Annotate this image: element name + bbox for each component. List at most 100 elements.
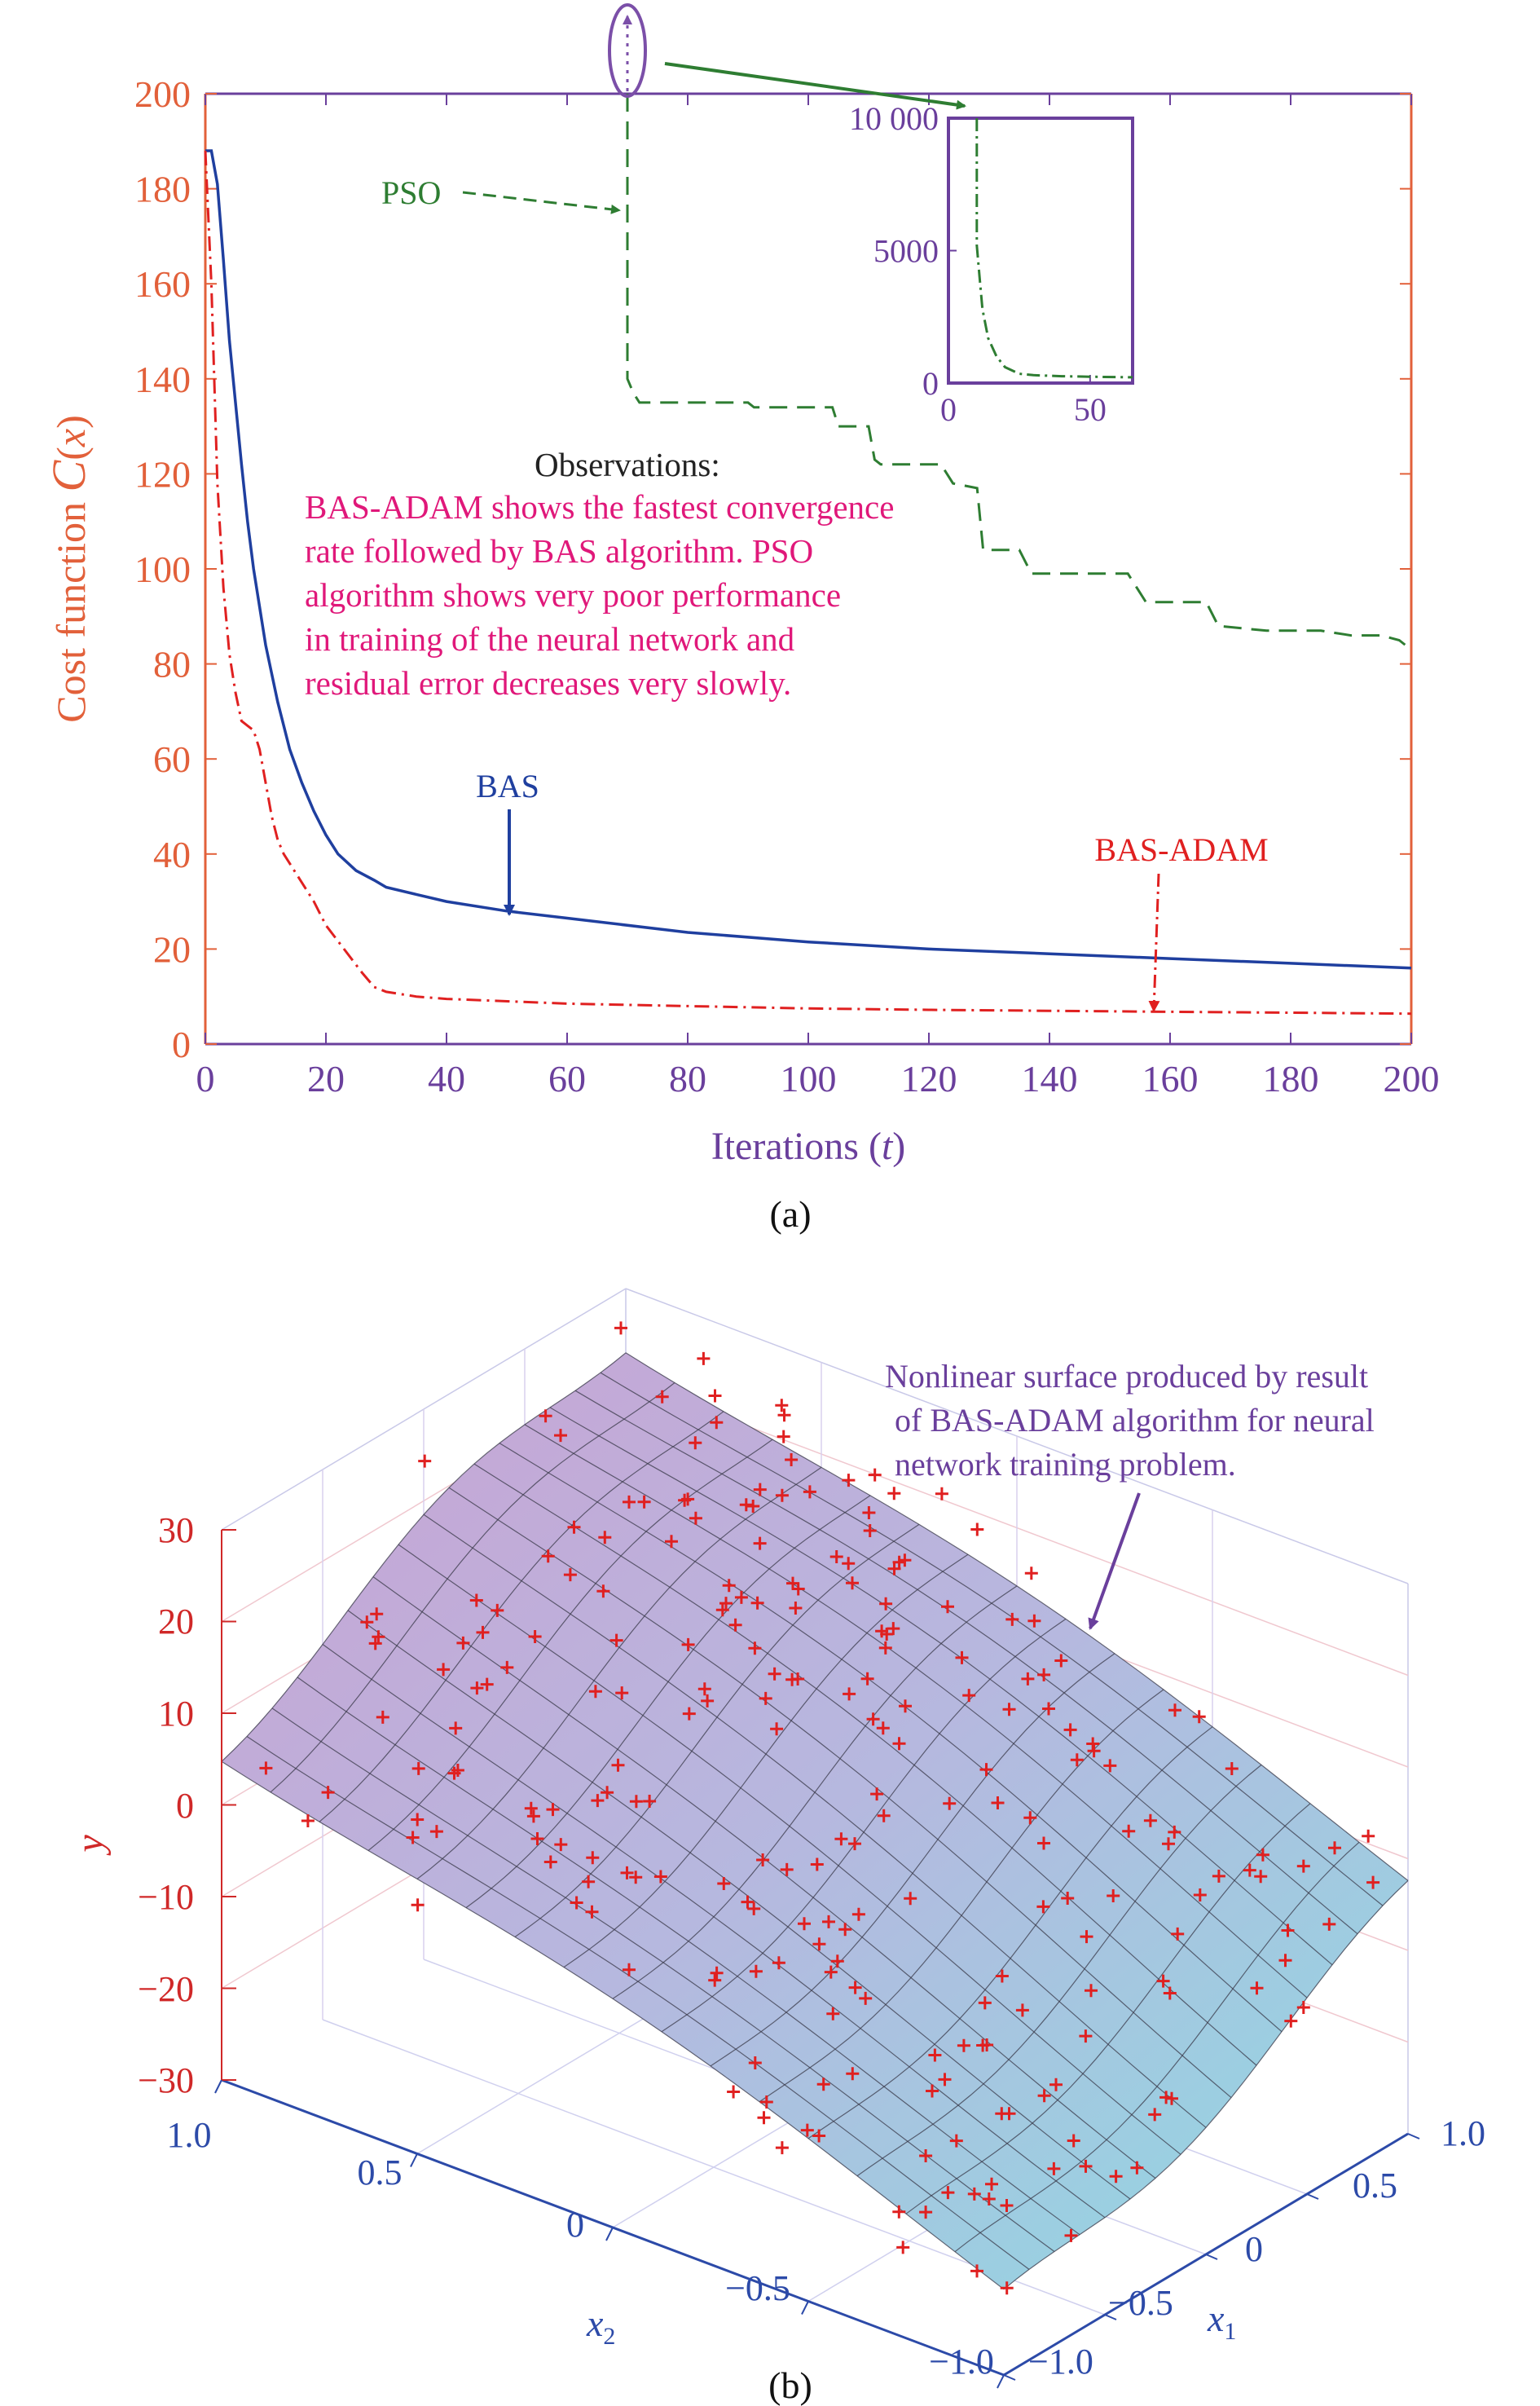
scatter-point xyxy=(800,2123,814,2137)
panel-a-line-chart: 0 20 40 60 80 100 120 140 160 180 200 0 20 40 60 80 100 1… xyxy=(42,3,1440,1235)
scatter-point xyxy=(862,1506,876,1519)
x1-tick-label: 0 xyxy=(1245,2229,1263,2269)
scatter-point xyxy=(1023,1811,1037,1825)
scatter-points xyxy=(259,1321,1380,2295)
nonlinear-surface xyxy=(222,1352,1408,2289)
y-tick-label: 20 xyxy=(153,928,191,970)
scatter-point xyxy=(887,1562,901,1575)
y-tick-label: 80 xyxy=(153,644,191,685)
y-tick-label: 40 xyxy=(153,834,191,875)
inset-ticks: 0 50 0 5000 10 000 xyxy=(849,100,1107,428)
scatter-point xyxy=(588,1685,602,1699)
scatter-point xyxy=(919,2149,933,2162)
scatter-point xyxy=(1148,2108,1162,2122)
scatter-point xyxy=(1296,1859,1310,1873)
scatter-point xyxy=(697,1351,711,1365)
scatter-point xyxy=(756,1853,770,1866)
scatter-point xyxy=(598,1531,612,1545)
scatter-point xyxy=(770,1722,784,1736)
scatter-point xyxy=(750,1596,764,1610)
scatter-point xyxy=(541,1549,555,1563)
scatter-point xyxy=(904,1892,917,1906)
scatter-point xyxy=(629,1871,643,1884)
scatter-point xyxy=(985,2177,998,2191)
x2-axis-tick-labels: 1.0 0.5 0 −0.5 −1.0 xyxy=(167,2115,994,2382)
scatter-point xyxy=(880,1628,894,1641)
inset-y-tick-label: 5000 xyxy=(873,233,939,270)
scatter-point xyxy=(615,1686,629,1700)
panel-b-surface-plot: 30 20 10 0 −10 −20 −30 y 1.0 0.5 0 −0.5 … xyxy=(68,1288,1485,2406)
scatter-point xyxy=(697,1682,711,1696)
scatter-point xyxy=(876,1721,890,1735)
scatter-point xyxy=(1243,1863,1256,1877)
surface-annotation: Nonlinear surface produced by result of … xyxy=(885,1358,1383,1483)
scatter-point xyxy=(1122,1824,1136,1838)
scatter-point xyxy=(896,2241,910,2254)
scatter-point xyxy=(1000,2281,1014,2295)
x2-tick-label: 0 xyxy=(566,2205,584,2245)
mesh-line xyxy=(856,1764,1262,2177)
scatter-point xyxy=(321,1786,335,1800)
scatter-point xyxy=(614,1321,627,1335)
scatter-point xyxy=(863,1524,877,1537)
scatter-point xyxy=(655,1390,669,1404)
scatter-point xyxy=(491,1603,504,1617)
scatter-point xyxy=(653,1870,667,1884)
scatter-point xyxy=(1005,1612,1019,1626)
scatter-point xyxy=(470,1681,484,1695)
scatter-point xyxy=(717,1877,731,1890)
scatter-point xyxy=(708,1389,722,1403)
scatter-point xyxy=(411,1813,425,1827)
scatter-point xyxy=(701,1694,715,1708)
observations-text: BAS-ADAM shows the fastest convergence r… xyxy=(305,488,903,702)
y-axis-tick-labels: 30 20 10 0 −10 −20 −30 xyxy=(138,1510,194,2100)
scatter-point xyxy=(1103,1759,1117,1773)
x-tick-label: 180 xyxy=(1263,1058,1319,1099)
x-axis-title: Iterations (t) xyxy=(711,1125,906,1168)
x-tick-label: 120 xyxy=(901,1058,957,1099)
inset-pso-curve xyxy=(975,118,1133,379)
x2-tick-label: 0.5 xyxy=(358,2153,403,2192)
scatter-point xyxy=(991,1796,1005,1809)
observation-line: rate followed by BAS algorithm. PSO xyxy=(305,532,813,570)
x1-tick-label: −0.5 xyxy=(1108,2283,1173,2323)
x1-tick xyxy=(1104,2314,1117,2320)
scatter-point xyxy=(842,1557,856,1571)
x2-tick xyxy=(801,2301,809,2315)
x-tick-label: 80 xyxy=(669,1058,706,1099)
scatter-point xyxy=(1085,1984,1098,1998)
scatter-point xyxy=(868,1468,882,1482)
scatter-point xyxy=(846,1576,859,1590)
scatter-point xyxy=(838,1923,852,1937)
scatter-point xyxy=(775,1399,789,1412)
scatter-point xyxy=(368,1637,382,1650)
y-tick-label: 20 xyxy=(158,1602,194,1641)
scatter-point xyxy=(1322,1917,1336,1931)
scatter-point xyxy=(753,1536,767,1550)
mesh-line xyxy=(465,1495,871,1909)
scatter-point xyxy=(528,1630,542,1643)
observation-line: BAS-ADAM shows the fastest convergence xyxy=(305,488,894,526)
scatter-point xyxy=(928,2048,942,2062)
scatter-point xyxy=(1037,1668,1051,1681)
scatter-point xyxy=(418,1454,432,1468)
scatter-point xyxy=(1109,2170,1123,2183)
scatter-point xyxy=(689,1436,702,1450)
scatter-point xyxy=(406,1831,420,1844)
y-tick-label: 120 xyxy=(134,453,191,495)
scatter-point xyxy=(620,1866,634,1879)
scatter-point xyxy=(1080,1930,1093,1944)
scatter-point xyxy=(943,1796,957,1810)
x-tick-label: 40 xyxy=(428,1058,465,1099)
surface-axis-ticks xyxy=(214,1529,1420,2389)
scatter-point xyxy=(741,1895,755,1909)
annotation-line: network training problem. xyxy=(895,1446,1236,1483)
scatter-point xyxy=(530,1832,544,1845)
scatter-point xyxy=(775,2141,789,2155)
scatter-point xyxy=(848,1837,861,1851)
x1-tick xyxy=(1003,2374,1016,2381)
scatter-point xyxy=(879,1597,893,1611)
ellipse-to-inset-arrow xyxy=(664,62,966,110)
scatter-point xyxy=(1163,1986,1177,2000)
scatter-point xyxy=(1281,1923,1295,1937)
